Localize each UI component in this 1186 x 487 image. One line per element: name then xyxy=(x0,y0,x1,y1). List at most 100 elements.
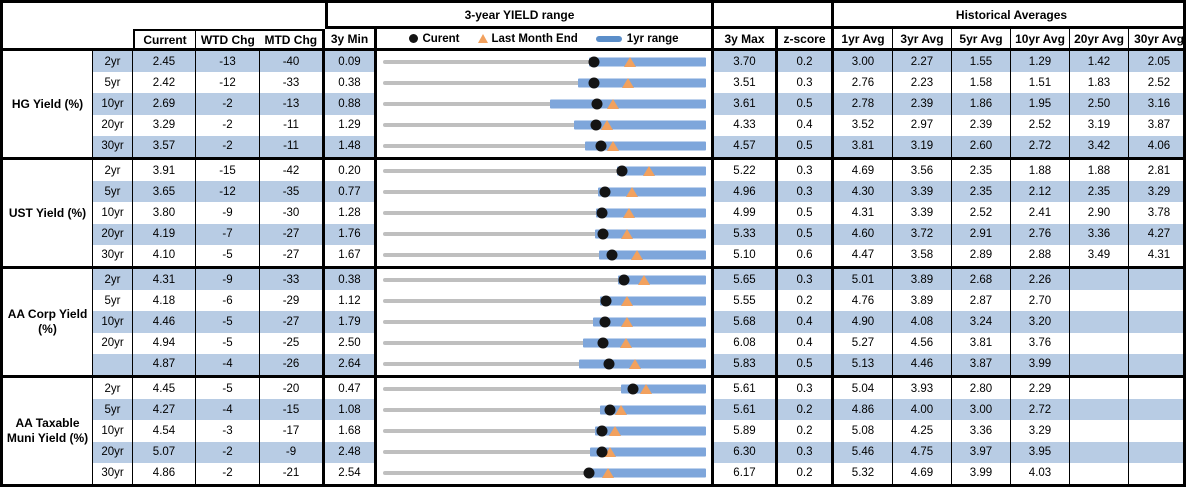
last-month-end-marker xyxy=(623,56,636,67)
20yr-avg-cell xyxy=(1070,399,1129,421)
30yr-avg-cell: 3.78 xyxy=(1147,207,1171,219)
current-cell: 4.54 xyxy=(133,420,196,442)
mtd-chg-cell: -25 xyxy=(260,332,325,354)
current-marker xyxy=(618,274,630,286)
20yr-avg-cell: 3.19 xyxy=(1070,114,1129,136)
wtd-chg-cell: -5 xyxy=(196,332,260,354)
tenor-cell: 2yr xyxy=(93,378,133,400)
mtd-chg-cell: -13 xyxy=(260,93,325,115)
current-cell: 5.07 xyxy=(133,441,196,463)
wtd-chg-cell: -2 xyxy=(196,441,260,463)
current-cell: 3.57 xyxy=(133,135,196,158)
last-month-end-marker xyxy=(631,250,644,261)
3yr-avg-cell: 4.75 xyxy=(893,441,952,463)
10yr-avg-cell: 2.72 xyxy=(1011,135,1070,158)
range-chart-cell xyxy=(377,223,714,245)
max-3y-cell: 5.61 xyxy=(714,378,778,400)
1yr-avg-cell: 4.69 xyxy=(834,160,893,182)
mtd-chg-cell: -40 xyxy=(260,51,325,73)
wtd-chg-cell: -15 xyxy=(196,160,260,182)
header-row-titles: 3-year YIELD range Historical Averages xyxy=(3,3,1183,29)
30yr-avg-cell: 3.87 xyxy=(1147,119,1171,132)
30yr-avg-cell xyxy=(1129,420,1183,441)
last-month-end-marker xyxy=(621,77,634,88)
10yr-avg-cell: 2.29 xyxy=(1011,378,1070,400)
legend-current: Curent xyxy=(409,33,460,45)
5yr-avg-cell: 2.52 xyxy=(952,202,1011,224)
col-header-3y-min: 3y Min xyxy=(325,29,377,48)
mtd-chg-cell: -9 xyxy=(260,441,325,463)
last-month-end-marker xyxy=(621,317,634,327)
current-marker xyxy=(597,228,609,240)
current-cell: 2.42 xyxy=(133,72,196,94)
table-row: 20yr 4.94 -5 -25 2.50 6.08 0.4 5.27 4.56 3.81 3.76 xyxy=(93,332,1183,354)
current-marker xyxy=(599,186,611,198)
min-3y-cell: 1.76 xyxy=(325,223,377,245)
3y-range-track xyxy=(383,102,706,106)
20yr-avg-cell: 3.49 xyxy=(1070,244,1129,267)
range-chart-cell xyxy=(377,378,714,400)
current-cell: 3.91 xyxy=(133,160,196,182)
current-cell: 2.45 xyxy=(133,51,196,73)
tenor-cell: 20yr xyxy=(93,332,133,354)
table-row: 10yr 4.54 -3 -17 1.68 5.89 0.2 5.08 4.25 3.36 3.29 xyxy=(93,420,1183,442)
tenor-cell: 20yr xyxy=(93,114,133,136)
20yr-avg-cell xyxy=(1070,353,1129,376)
30yr-avg-cell: 4.06 xyxy=(1129,135,1183,158)
wtd-chg-cell: -2 xyxy=(196,93,260,115)
min-3y-cell: 0.38 xyxy=(325,72,377,94)
1yr-range-bar xyxy=(616,166,706,176)
table-row: 5yr 2.42 -12 -33 0.38 3.51 0.3 2.76 2.23 1.58 1.51… xyxy=(93,72,1183,94)
10yr-avg-cell: 2.52 xyxy=(1011,114,1070,136)
table-row: 2yr 4.31 -9 -33 0.38 5.65 0.3 5.01 3.89 2.68 2.26 xyxy=(93,269,1183,291)
min-3y-cell: 1.67 xyxy=(325,244,377,267)
range-chart-cell xyxy=(377,311,714,333)
1yr-range-bar xyxy=(598,250,706,260)
20yr-avg-cell xyxy=(1070,332,1129,354)
z-score-cell: 0.3 xyxy=(778,378,834,400)
20yr-avg-cell: 2.35 xyxy=(1070,181,1129,203)
range-chart-cell xyxy=(377,244,714,267)
table-row: 20yr 4.19 -7 -27 1.76 5.33 0.5 4.60 3.72 2.91 2.76… xyxy=(93,223,1183,245)
30yr-avg-cell xyxy=(1129,311,1183,333)
table-row: 5yr 4.18 -6 -29 1.12 5.55 0.2 4.76 3.89 2.87 2.70 xyxy=(93,290,1183,312)
current-marker xyxy=(591,98,603,110)
30yr-avg-cell xyxy=(1129,290,1183,311)
z-score-cell: 0.3 xyxy=(778,72,834,94)
3y-range-track xyxy=(383,168,706,173)
1yr-avg-cell: 4.30 xyxy=(834,181,893,203)
col-header-5yr-avg: 5yr Avg xyxy=(952,29,1011,48)
1yr-range-bar xyxy=(600,296,706,306)
table-row: 2yr 2.45 -13 -40 0.09 3.70 0.2 3.00 2.27 1.55 1.29… xyxy=(93,51,1183,73)
5yr-avg-cell: 1.86 xyxy=(952,93,1011,115)
group-rows: 2yr 3.91 -15 -42 0.20 5.22 0.3 4.69 3.56 2.35 1.88… xyxy=(93,160,1183,267)
3yr-avg-cell: 4.56 xyxy=(893,332,952,354)
tenor-cell: 5yr xyxy=(93,290,133,312)
range-chart-cell xyxy=(377,135,714,158)
3y-range-track xyxy=(383,320,706,324)
30yr-avg-cell: 4.31 xyxy=(1147,249,1171,262)
max-3y-cell: 6.17 xyxy=(714,462,778,484)
range-chart-cell xyxy=(377,269,714,291)
3yr-avg-cell: 2.97 xyxy=(893,114,952,136)
last-month-end-marker xyxy=(606,141,619,152)
mtd-chg-cell: -30 xyxy=(260,202,325,224)
wtd-chg-cell: -5 xyxy=(196,244,260,267)
max-3y-cell: 5.10 xyxy=(714,244,778,267)
10yr-avg-cell: 2.88 xyxy=(1011,244,1070,267)
3y-range-track xyxy=(383,189,706,194)
col-header-10yr-avg: 10yr Avg xyxy=(1011,29,1070,48)
1yr-range-bar xyxy=(585,468,706,478)
1yr-avg-cell: 5.04 xyxy=(834,378,893,400)
5yr-avg-cell: 2.91 xyxy=(952,223,1011,245)
current-marker xyxy=(590,119,601,131)
max-3y-cell: 5.68 xyxy=(714,311,778,333)
table-body: HG Yield (%) 2yr 2.45 -13 -40 0.09 3.70 0.2 3.00… xyxy=(3,51,1183,484)
5yr-avg-cell: 3.24 xyxy=(952,311,1011,333)
20yr-avg-cell: 2.50 xyxy=(1070,93,1129,115)
tenor-cell xyxy=(93,353,133,376)
legend-last-month-end: Last Month End xyxy=(477,33,578,45)
current-cell: 3.80 xyxy=(133,202,196,224)
historical-averages-title: Historical Averages xyxy=(834,3,1183,29)
max-3y-cell: 5.83 xyxy=(714,353,778,376)
